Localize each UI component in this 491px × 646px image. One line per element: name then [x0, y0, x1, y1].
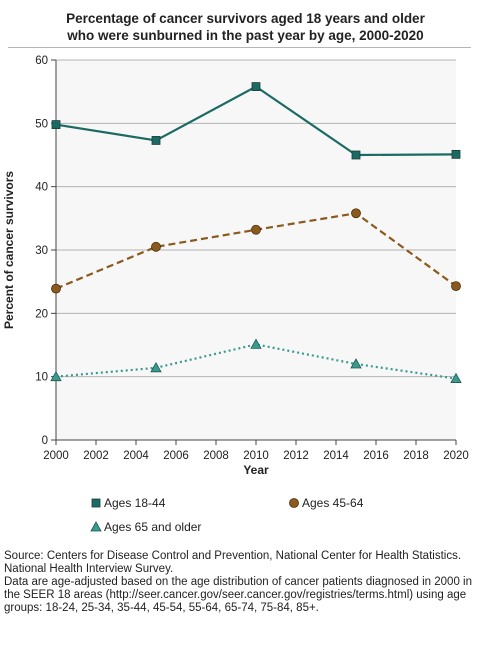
x-tick-label: 2000	[43, 450, 69, 462]
title-divider	[8, 47, 471, 48]
data-point	[450, 372, 462, 383]
x-tick-label: 2004	[123, 450, 149, 462]
series-line	[55, 343, 457, 380]
x-tick-label: 2002	[83, 450, 109, 462]
x-tick-label: 2016	[363, 450, 389, 462]
x-tick-label: 2018	[403, 450, 429, 462]
data-point	[351, 208, 361, 219]
x-tick-label: 2006	[163, 450, 189, 462]
line-chart: 0 10 20 30 40 50 60 2000 2002 2004 2006 2008 2010 201…	[2, 55, 469, 534]
methodology-note: Data are age-adjusted based on the age d…	[4, 576, 472, 614]
data-point	[350, 358, 362, 369]
data-point	[451, 281, 461, 292]
chart-title-line-2: who were sunburned in the past year by a…	[67, 28, 424, 43]
gridlines	[56, 59, 456, 378]
y-axis-title: Percent of cancer survivors	[2, 171, 16, 329]
source-note: Source: Centers for Disease Control and …	[4, 550, 488, 615]
legend-marker	[289, 498, 299, 508]
y-tick-label: 30	[35, 245, 48, 257]
x-tick-label: 2014	[323, 450, 349, 462]
y-tick-label: 0	[42, 435, 48, 447]
data-point	[51, 120, 61, 129]
data-point	[250, 338, 262, 349]
series-2	[51, 208, 461, 294]
x-tick-label: 2012	[283, 450, 309, 462]
legend-marker	[91, 498, 101, 508]
data-point	[151, 136, 161, 145]
legend-label: Ages 65 and older	[104, 520, 201, 534]
data-point	[251, 82, 261, 91]
legend-marker	[90, 521, 102, 532]
legend-label: Ages 45-64	[302, 496, 364, 510]
x-tick-label: 2008	[203, 450, 229, 462]
x-axis-title: Year	[243, 463, 269, 477]
data-point	[251, 224, 261, 235]
legend-item-1: Ages 18-44	[91, 496, 166, 510]
y-tick-label: 40	[35, 182, 48, 194]
y-tick-label: 10	[35, 372, 48, 384]
y-tick-label: 50	[35, 118, 48, 130]
x-tick-label: 2020	[443, 450, 469, 462]
legend-item-3: Ages 65 and older	[90, 520, 201, 534]
chart-title: Percentage of cancer survivors aged 18 y…	[0, 10, 491, 44]
chart-title-line-1: Percentage of cancer survivors aged 18 y…	[66, 11, 425, 26]
y-tick-label: 20	[35, 308, 48, 320]
y-tick-label: 60	[35, 55, 48, 67]
data-point	[51, 283, 61, 294]
legend-label: Ages 18-44	[104, 496, 166, 510]
data-point	[150, 361, 162, 373]
legend: Ages 18-44 Ages 45-64 Ages 65 and older	[90, 496, 364, 534]
series-1	[51, 82, 461, 160]
data-point	[151, 241, 161, 252]
x-tick-label: 2010	[243, 450, 269, 462]
series-3	[50, 338, 462, 383]
data-point	[451, 149, 461, 159]
series-layer	[50, 82, 462, 383]
data-point	[351, 150, 361, 160]
source-citation: Source: Centers for Disease Control and …	[4, 550, 462, 575]
data-point	[50, 370, 62, 382]
legend-item-2: Ages 45-64	[289, 496, 364, 510]
